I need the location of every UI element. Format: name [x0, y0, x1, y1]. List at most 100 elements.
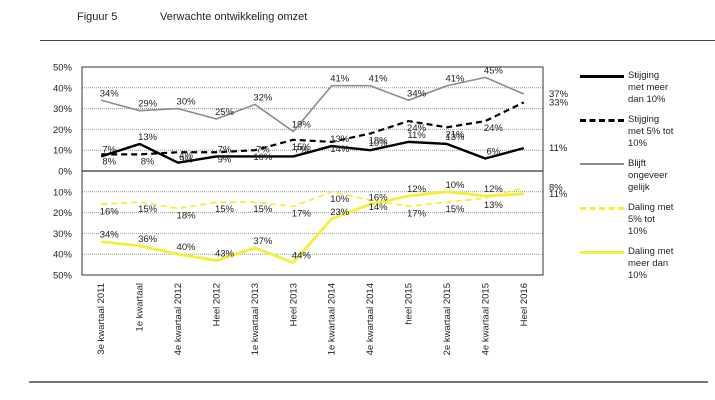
data-label: 18%: [177, 210, 197, 221]
x-tick-label: 4e kwartaal 2012: [173, 283, 184, 355]
data-label: 4%: [179, 151, 193, 162]
data-label: 6%: [487, 147, 501, 158]
x-tick-label: 1e kwartaal 2014: [327, 283, 338, 355]
data-label: 7%: [294, 144, 308, 155]
data-label: 19%: [292, 119, 312, 130]
data-label: 17%: [407, 208, 427, 219]
legend-label-line: Daling met: [628, 202, 674, 213]
data-label: 16%: [100, 206, 120, 217]
data-label: 11%: [407, 130, 426, 141]
data-label: 41%: [445, 74, 465, 85]
x-tick-label: Heel 2016: [519, 283, 530, 326]
legend-label: Blijft ongeveer gelijk: [628, 158, 690, 194]
data-label: 17%: [292, 208, 312, 219]
legend-swatch: [580, 114, 624, 126]
figure-label: Figuur 5: [77, 11, 118, 23]
data-label: 24%: [484, 123, 504, 134]
x-tick-label: heel 2015: [404, 283, 415, 325]
y-tick-label: 50%: [53, 63, 73, 74]
data-label: 10%: [330, 194, 350, 205]
y-tick-label: 10%: [53, 187, 73, 198]
data-label: 7%: [218, 144, 232, 155]
data-label: 11%: [549, 143, 568, 154]
data-label: 16%: [369, 192, 389, 203]
legend-swatch: [580, 70, 624, 82]
legend-swatch: [580, 202, 624, 214]
data-label: 23%: [330, 207, 350, 218]
legend-label-line: dan 10%: [628, 94, 666, 105]
data-label: 11%: [549, 189, 568, 200]
data-label: 15%: [215, 204, 235, 215]
series-line-1: [100, 140, 525, 164]
data-label: 7%: [256, 144, 270, 155]
series-line-2: [101, 101, 525, 156]
data-label: 15%: [292, 142, 312, 153]
legend-label-line: gelijk: [628, 182, 650, 193]
data-label: 14%: [330, 144, 350, 155]
data-label: 13%: [138, 132, 158, 143]
bottom-divider: [29, 381, 708, 383]
y-tick-label: 20%: [53, 208, 73, 219]
legend-label: Daling met 5% tot 10%: [628, 202, 690, 238]
legend-label-line: met 5% tot: [628, 126, 674, 137]
data-label: 8%: [549, 183, 563, 194]
data-label: 14%: [369, 202, 389, 213]
data-label: 18%: [369, 136, 389, 147]
data-label: 21%: [445, 129, 465, 140]
series-line-5: [101, 190, 524, 264]
x-tick-label: 4e kwartaal 2015: [480, 283, 491, 355]
y-tick-label: 0%: [58, 167, 72, 178]
data-label: 15%: [253, 204, 273, 215]
legend-item: Daling met 5% tot 10%: [580, 202, 715, 238]
data-label: 32%: [253, 92, 273, 103]
data-label: 7%: [102, 144, 116, 155]
data-label: 12%: [484, 184, 504, 195]
series-lines: [100, 76, 525, 264]
data-label: 30%: [177, 97, 197, 108]
legend-label-line: Daling met: [628, 246, 674, 257]
data-label: 10%: [445, 180, 465, 191]
y-tick-label: 30%: [53, 229, 73, 240]
data-label: 13%: [484, 200, 504, 211]
data-label: 43%: [215, 248, 235, 259]
legend-label-line: meer dan: [628, 258, 669, 269]
data-label: 15%: [138, 204, 158, 215]
plot-frame: [81, 66, 544, 276]
data-label: 15%: [445, 204, 465, 215]
x-tick-label: 2e kwartaal 2015: [442, 283, 453, 355]
data-label: 10%: [369, 138, 389, 149]
legend-label: Stijging met 5% tot 10%: [628, 114, 690, 150]
legend-swatch: [580, 246, 624, 258]
data-label: 41%: [330, 74, 350, 85]
legend-label-line: Blijft: [628, 158, 646, 169]
data-label: 9%: [179, 154, 193, 165]
data-label: 40%: [177, 242, 197, 253]
top-divider: [40, 40, 715, 41]
y-tick-label: 50%: [53, 271, 73, 282]
data-label: 13%: [330, 134, 350, 145]
y-tick-label: 10%: [53, 146, 73, 157]
x-tick-label: Heel 2012: [211, 283, 222, 326]
data-label: 9%: [218, 154, 232, 165]
data-label: 13%: [445, 132, 465, 143]
y-tick-label: 40%: [53, 250, 73, 261]
legend-swatch: [580, 158, 624, 170]
x-tick-label: 1e kwartaal 2013: [250, 283, 261, 355]
legend-label-line: 5% tot: [628, 214, 655, 225]
y-axis: 50% 40% 30% 20% 10% 0% 10% 20% 30% 40% 50%: [53, 63, 73, 282]
data-label: 34%: [100, 230, 120, 241]
data-label: 33%: [549, 97, 569, 108]
data-label: 12%: [407, 184, 427, 195]
legend-label-line: met meer: [628, 82, 669, 93]
data-label: 8%: [102, 156, 116, 167]
y-tick-label: 20%: [53, 125, 73, 136]
legend-label: Daling met meer dan 10%: [628, 246, 690, 282]
data-labels: 7%13%4%7% 7% 7%13% 10%11% 13%6% 11%8% 8% 9% 9% 10…: [100, 65, 569, 261]
data-label: 25%: [215, 107, 235, 118]
data-label: 10%: [253, 152, 273, 163]
legend-label-line: 10%: [628, 270, 648, 281]
grid-lines: [82, 87, 543, 255]
x-tick-label: 1e kwartaal: [135, 283, 146, 332]
data-label: 41%: [369, 74, 389, 85]
